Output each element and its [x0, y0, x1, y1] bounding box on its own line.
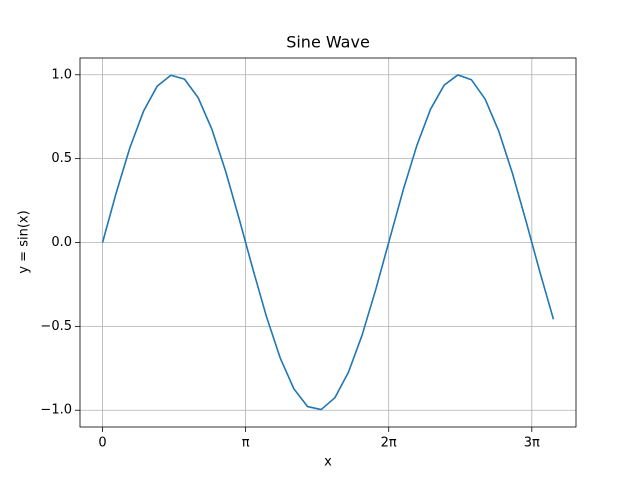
y-tick-label: −0.5	[40, 319, 72, 334]
x-tick-label: π	[242, 436, 250, 451]
y-axis-label: y = sin(x)	[17, 210, 32, 273]
x-axis-label: x	[324, 455, 332, 470]
y-tick-label: −1.0	[40, 403, 72, 418]
y-tick-label: 0.0	[51, 235, 72, 250]
x-tick-label: 2π	[381, 436, 397, 451]
plot-frame	[79, 57, 577, 428]
x-tick-label: 0	[98, 436, 106, 451]
y-tick-label: 1.0	[51, 67, 72, 82]
line-series	[101, 74, 555, 411]
chart-title: Sine Wave	[286, 33, 370, 52]
y-tick-label: 0.5	[51, 151, 72, 166]
x-tick-label: 3π	[524, 436, 540, 451]
